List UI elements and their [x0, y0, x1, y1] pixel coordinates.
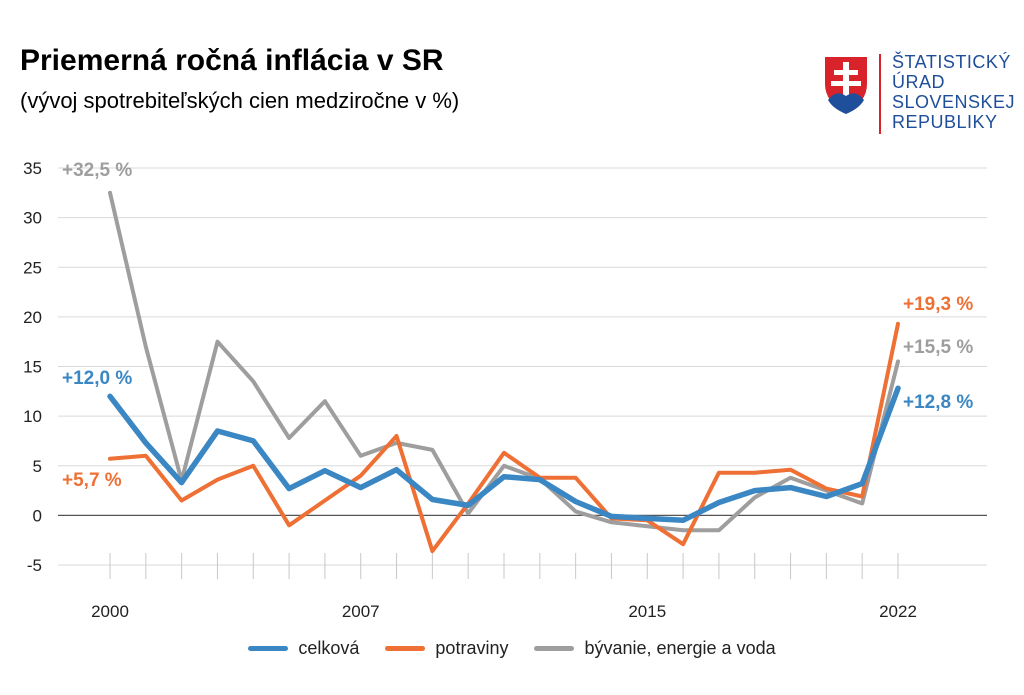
y-tick-label: 15 [23, 358, 42, 377]
y-tick-label: -5 [27, 556, 42, 575]
annotation-label: +15,5 % [903, 337, 973, 358]
annotation-label: +12,0 % [62, 368, 132, 389]
y-tick-label: 5 [33, 457, 42, 476]
legend-item-byvanie: bývanie, energie a voda [534, 638, 776, 659]
series-line-celkova [107, 385, 901, 524]
legend-swatch-potraviny [385, 646, 426, 651]
logo-line-4: REPUBLIKY [892, 112, 998, 132]
logo-divider [879, 54, 881, 134]
legend-swatch-celkova [248, 646, 289, 651]
y-tick-label: 35 [23, 159, 42, 178]
logo-line-1: ŠTATISTICKÝ [892, 52, 1011, 72]
logo-line-3: SLOVENSKEJ [892, 92, 1016, 112]
legend-swatch-byvanie [534, 646, 575, 651]
legend-label-potraviny: potraviny [435, 638, 509, 658]
series-line-potraviny [108, 321, 900, 554]
slovak-coat-of-arms-icon [823, 55, 869, 116]
legend-item-potraviny: potraviny [385, 638, 508, 659]
y-tick-label: 25 [23, 258, 42, 277]
chart-subtitle: (vývoj spotrebiteľských cien medziročne … [20, 88, 460, 113]
logo-line-2: ÚRAD [892, 72, 946, 92]
annotation-label: +19,3 % [903, 294, 973, 315]
x-tick-label: 2022 [879, 602, 917, 621]
chart-title: Priemerná ročná inflácia v SR [20, 44, 444, 77]
chart-legend: celková potraviny bývanie, energie a vod… [0, 638, 1024, 659]
y-tick-label: 20 [23, 308, 42, 327]
statistical-office-logo [820, 50, 1020, 140]
logo-text: ŠTATISTICKÝ ÚRAD SLOVENSKEJ REPUBLIKY [892, 52, 1015, 132]
legend-item-celkova: celková [248, 638, 359, 659]
y-tick-label: 0 [33, 506, 42, 525]
y-tick-label: 30 [23, 209, 42, 228]
x-tick-label: 2015 [628, 602, 666, 621]
annotation-label: +5,7 % [62, 470, 122, 491]
legend-label-byvanie: bývanie, energie a voda [584, 638, 776, 658]
annotation-label: +32,5 % [62, 160, 132, 181]
x-tick-label: 2007 [342, 602, 380, 621]
y-tick-label: 10 [23, 407, 42, 426]
legend-label-celkova: celková [298, 638, 360, 658]
annotation-label: +12,8 % [903, 392, 973, 413]
x-tick-label: 2000 [91, 602, 129, 621]
